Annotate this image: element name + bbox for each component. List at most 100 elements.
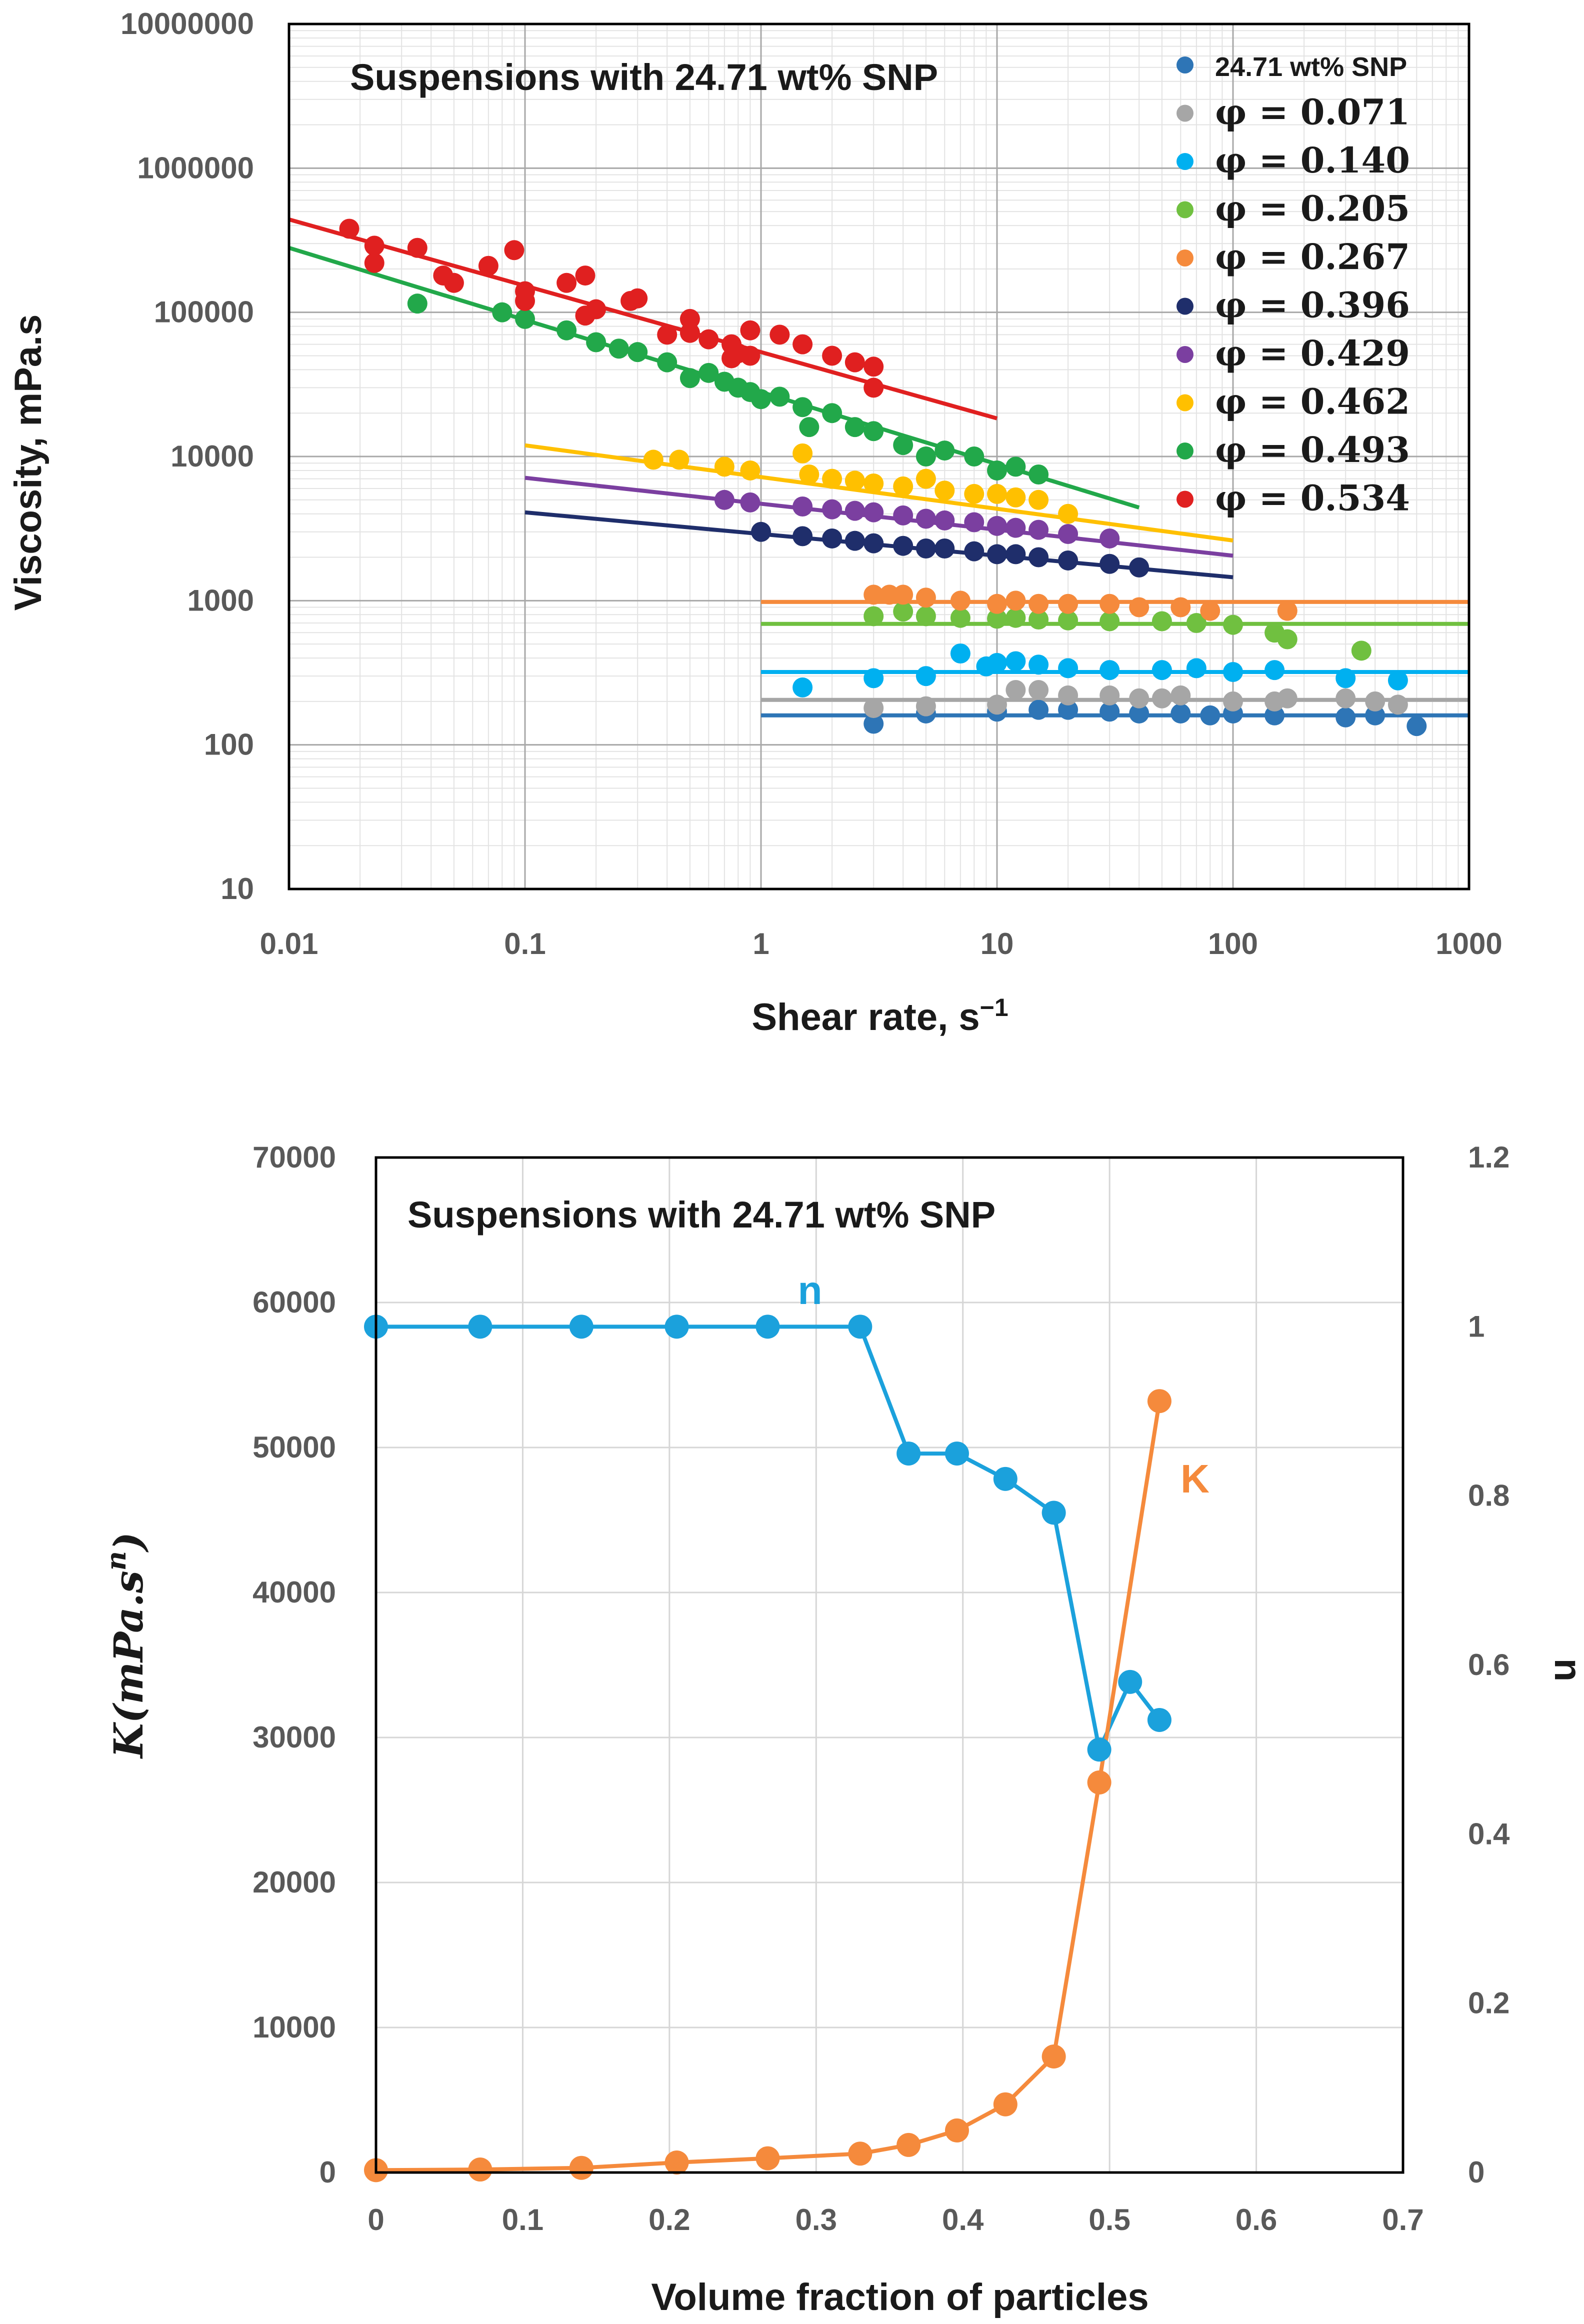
- data-point-K: [1087, 1770, 1112, 1794]
- data-point-series-9: [556, 272, 577, 293]
- data-point-series-1: [1223, 691, 1243, 712]
- data-point-K: [468, 2158, 492, 2182]
- top-x-label-superscript: −1: [980, 994, 1008, 1022]
- bottom-left-y-tick-label: 0: [320, 2156, 336, 2189]
- top-x-tick-label: 0.1: [504, 927, 546, 960]
- top-y-tick-label: 100: [204, 728, 254, 762]
- data-point-series-8: [407, 294, 428, 314]
- data-point-series-4: [1028, 594, 1049, 614]
- data-point-series-7: [844, 470, 865, 491]
- data-point-series-9: [444, 272, 464, 293]
- legend-marker-series-2: [1176, 153, 1194, 170]
- data-point-series-2: [1058, 658, 1078, 678]
- data-point-series-5: [1006, 544, 1026, 564]
- data-point-series-7: [822, 468, 842, 489]
- data-point-series-7: [669, 450, 690, 470]
- data-point-series-6: [987, 516, 1007, 536]
- data-point-n: [756, 1314, 780, 1339]
- data-point-series-6: [844, 500, 865, 521]
- data-point-series-8: [586, 332, 606, 352]
- data-point-series-8: [964, 446, 984, 466]
- bottom-x-tick-label: 0.2: [648, 2203, 690, 2236]
- data-point-series-7: [987, 484, 1007, 504]
- data-point-series-7: [893, 476, 914, 496]
- data-point-series-4: [864, 584, 884, 605]
- bottom-x-tick-label: 0.1: [502, 2203, 544, 2236]
- data-point-series-9: [586, 299, 606, 320]
- data-point-series-0: [1170, 703, 1191, 724]
- data-point-series-8: [1006, 456, 1026, 477]
- data-point-series-5: [964, 541, 984, 562]
- data-point-series-8: [628, 342, 648, 362]
- legend-label-series-8: φ = 0.493: [1215, 429, 1410, 470]
- data-point-series-7: [1058, 504, 1078, 524]
- data-point-series-0: [864, 714, 884, 734]
- data-point-series-5: [1129, 557, 1150, 578]
- data-point-series-9: [478, 256, 498, 276]
- bottom-x-tick-label: 0.6: [1236, 2203, 1277, 2236]
- data-point-series-4: [1277, 600, 1298, 621]
- bottom-left-y-tick-label: 10000: [252, 2010, 336, 2044]
- data-point-series-6: [740, 492, 760, 512]
- data-point-series-8: [657, 352, 678, 372]
- data-point-K: [993, 2092, 1018, 2116]
- k-n-chart: 0 0.1 0.2 0.3 0.4 0.5 0.6 0.7 0 10000 20000 30000 4…: [100, 1140, 1584, 2318]
- data-point-series-1: [1100, 685, 1120, 706]
- data-point-series-9: [504, 240, 524, 260]
- data-point-series-6: [893, 505, 914, 526]
- data-point-series-7: [799, 464, 820, 485]
- data-point-n: [664, 1314, 689, 1339]
- top-y-tick-label: 10000000: [120, 7, 254, 40]
- bottom-x-tick-label: 0.4: [942, 2203, 984, 2236]
- top-chart-plot-frame: [288, 22, 1470, 890]
- data-point-series-8: [698, 362, 719, 383]
- data-point-series-7: [864, 473, 884, 494]
- data-point-series-9: [575, 266, 596, 286]
- bottom-y-label-close: ): [105, 1532, 152, 1553]
- data-point-series-9: [822, 346, 842, 366]
- data-point-series-2: [1100, 660, 1120, 680]
- data-point-series-9: [844, 352, 865, 372]
- bottom-chart-plot-frame: [374, 1156, 1404, 2174]
- k-series-annotation: K: [1180, 1456, 1210, 1501]
- data-point-series-9: [864, 378, 884, 398]
- data-point-series-1: [864, 698, 884, 718]
- data-point-series-0: [1058, 700, 1078, 720]
- viscosity-chart: 0.01 0.1 1 10 100 1000 1010010001000010000010…: [0, 0, 1584, 1075]
- data-point-series-7: [1028, 490, 1049, 510]
- data-point-series-7: [916, 468, 936, 489]
- data-point-series-2: [950, 644, 970, 664]
- data-point-series-4: [893, 584, 914, 605]
- series-line-n: [376, 1324, 1162, 1752]
- data-point-series-2: [1336, 668, 1356, 688]
- data-point-series-1: [1152, 688, 1172, 708]
- data-point-n: [1087, 1738, 1112, 1762]
- data-point-series-8: [751, 389, 771, 410]
- data-point-series-5: [934, 538, 955, 559]
- legend-marker-series-8: [1176, 442, 1194, 460]
- data-point-series-7: [714, 456, 734, 477]
- legend-marker-series-5: [1176, 298, 1194, 315]
- data-point-series-0: [1406, 716, 1427, 736]
- top-y-tick-label: 1000: [188, 584, 254, 617]
- data-point-series-3: [1028, 610, 1049, 630]
- data-point-series-0: [1100, 702, 1120, 722]
- data-point-series-7: [1006, 487, 1026, 508]
- data-point-series-6: [1028, 520, 1049, 540]
- data-point-series-1: [1006, 680, 1026, 700]
- data-point-series-5: [822, 528, 842, 548]
- legend-marker-series-9: [1176, 490, 1194, 508]
- data-point-series-5: [1100, 554, 1120, 574]
- data-point-series-8: [844, 417, 865, 438]
- data-point-series-5: [792, 526, 813, 546]
- data-point-series-8: [492, 302, 512, 322]
- top-chart-x-axis-label: Shear rate, s−1: [752, 994, 1008, 1038]
- data-point-series-2: [1028, 654, 1049, 675]
- data-point-series-1: [1028, 680, 1049, 700]
- data-point-n: [993, 1466, 1018, 1491]
- data-point-series-9: [864, 356, 884, 377]
- fit-line-series-7: [524, 443, 1234, 542]
- legend-label-series-2: φ = 0.140: [1215, 140, 1410, 181]
- data-point-series-1: [1170, 685, 1191, 706]
- data-point-series-0: [1336, 707, 1356, 728]
